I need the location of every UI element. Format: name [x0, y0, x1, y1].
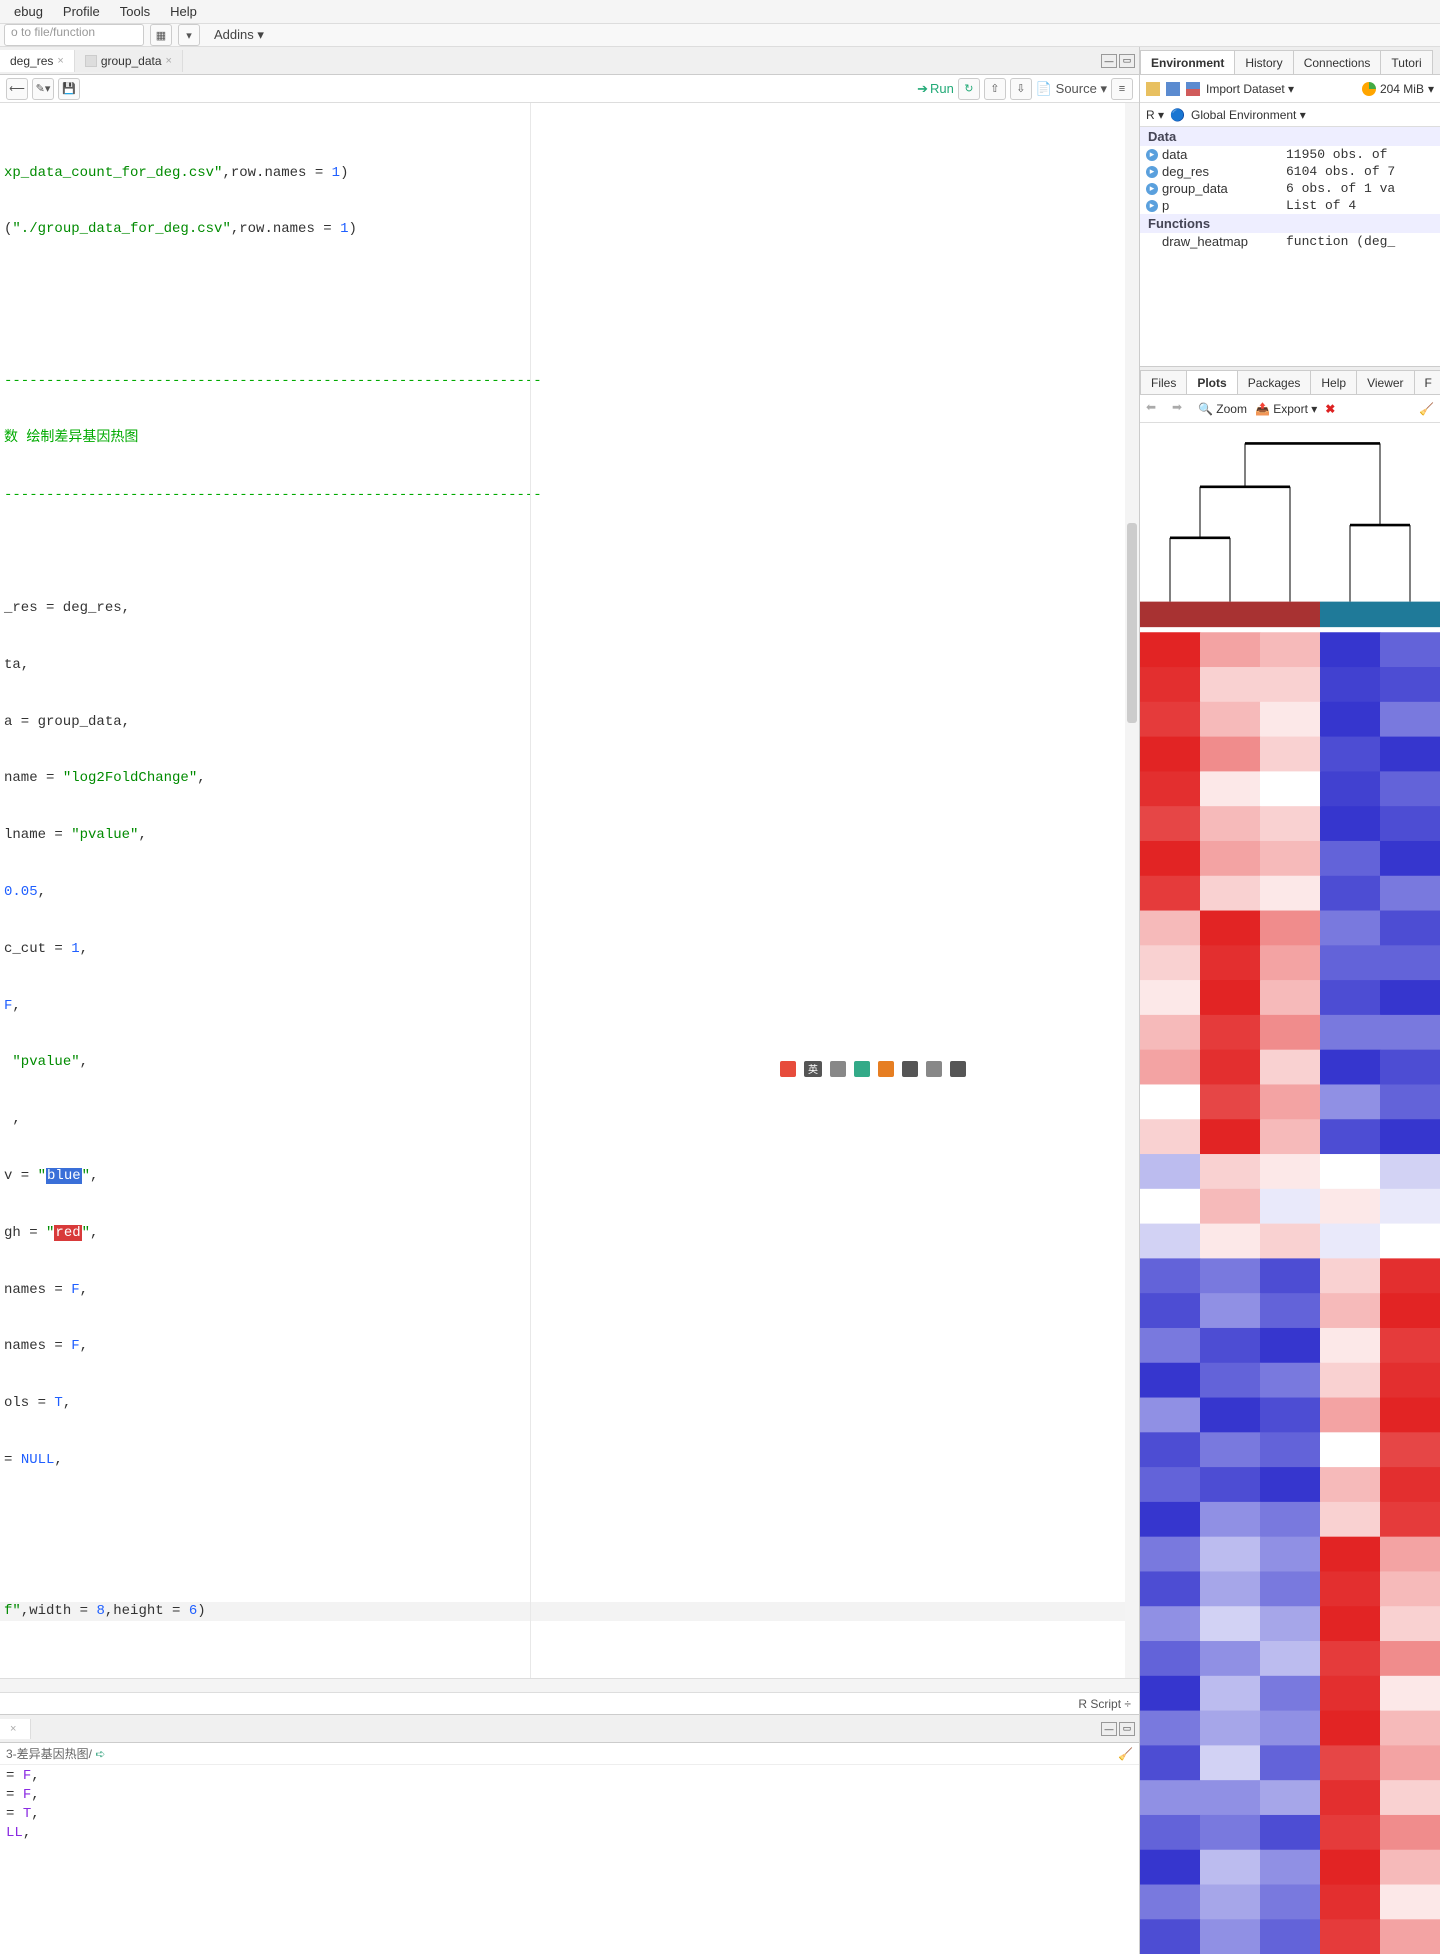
env-row[interactable]: ▸data11950 obs. of — [1140, 146, 1440, 163]
global-env-button[interactable]: Global Environment ▾ — [1191, 108, 1306, 122]
close-icon[interactable]: × — [57, 55, 63, 67]
console-output[interactable]: = F, = F, = T, LL, — [0, 1765, 1139, 1954]
tab-help[interactable]: Help — [1310, 370, 1357, 394]
taskbar-icons: 英 — [780, 1058, 966, 1080]
import-dataset-button[interactable]: Import Dataset ▾ — [1206, 82, 1294, 96]
outline-button[interactable]: ≡ — [1111, 78, 1133, 100]
expand-icon[interactable]: ▸ — [1146, 166, 1158, 178]
env-list: Data ▸data11950 obs. of ▸deg_res6104 obs… — [1140, 127, 1440, 366]
tray-icon[interactable] — [878, 1061, 894, 1077]
tray-icon[interactable] — [830, 1061, 846, 1077]
import-icon — [1186, 82, 1200, 96]
clear-plot-button[interactable]: ✖ — [1325, 402, 1335, 416]
next-plot-button[interactable]: ➡ — [1172, 400, 1190, 418]
editor-tabs: deg_res× group_data× — ▭ — [0, 47, 1139, 75]
env-tabs: Environment History Connections Tutori — [1140, 47, 1440, 75]
env-row[interactable]: draw_heatmapfunction (deg_ — [1140, 233, 1440, 250]
pane-controls: — ▭ — [1101, 54, 1135, 68]
broom-icon[interactable]: 🧹 — [1118, 1747, 1133, 1761]
up-button[interactable]: ⇧ — [984, 78, 1006, 100]
back-button[interactable]: ⟵ — [6, 78, 28, 100]
down-button[interactable]: ⇩ — [1010, 78, 1032, 100]
expand-icon[interactable]: ▸ — [1146, 149, 1158, 161]
close-icon[interactable]: × — [10, 1723, 16, 1735]
source-button[interactable]: 📄 Source ▾ — [1036, 81, 1107, 97]
tab-environment[interactable]: Environment — [1140, 50, 1235, 74]
plot-canvas — [1140, 423, 1440, 1954]
r-scope-button[interactable]: R ▾ — [1146, 108, 1164, 122]
tab-group-data[interactable]: group_data× — [75, 50, 183, 72]
broom-icon[interactable]: 🧹 — [1419, 402, 1434, 416]
tray-icon[interactable] — [950, 1061, 966, 1077]
env-row[interactable]: ▸group_data6 obs. of 1 va — [1140, 180, 1440, 197]
save-icon[interactable] — [1166, 82, 1180, 96]
maximize-pane-icon[interactable]: ▭ — [1119, 54, 1135, 68]
code-editor[interactable]: xp_data_count_for_deg.csv",row.names = 1… — [0, 103, 1139, 1678]
editor-toolbar: ⟵ ✎▾ 💾 ➔ Run ↻ ⇧ ⇩ 📄 Source ▾ ≡ — [0, 75, 1139, 103]
menu-profile[interactable]: Profile — [53, 0, 110, 23]
tab-tutorial[interactable]: Tutori — [1380, 50, 1432, 74]
editor-vscrollbar[interactable] — [1125, 103, 1139, 1678]
table-icon — [85, 55, 97, 67]
run-button[interactable]: ➔ Run — [917, 81, 954, 97]
console-path: 3-差异基因热图/ ➪🧹 — [0, 1743, 1139, 1765]
env-toolbar: Import Dataset ▾ 204 MiB ▾ — [1140, 75, 1440, 103]
prev-plot-button[interactable]: ⬅ — [1146, 400, 1164, 418]
tab-plots[interactable]: Plots — [1186, 370, 1237, 394]
dropdown-button[interactable]: ▾ — [178, 24, 200, 46]
tab-presentation[interactable]: F — [1414, 370, 1440, 394]
pie-icon — [1362, 82, 1376, 96]
wand-icon[interactable]: ✎▾ — [32, 78, 54, 100]
console-pane: × —▭ 3-差异基因热图/ ➪🧹 = F, = F, = T, LL, — [0, 1714, 1139, 1954]
goto-file-input[interactable]: o to file/function — [4, 24, 144, 46]
tab-history[interactable]: History — [1234, 50, 1293, 74]
main-toolbar: o to file/function ▦ ▾ Addins ▾ — [0, 24, 1440, 47]
export-button[interactable]: 📤 Export ▾ — [1255, 402, 1317, 416]
maximize-pane-icon[interactable]: ▭ — [1119, 1722, 1135, 1736]
expand-icon[interactable]: ▸ — [1146, 200, 1158, 212]
menubar: ebug Profile Tools Help — [0, 0, 1440, 24]
plot-toolbar: ⬅ ➡ 🔍 Zoom 📤 Export ▾ ✖ 🧹 — [1140, 395, 1440, 423]
memory-indicator[interactable]: 204 MiB ▾ — [1362, 82, 1434, 96]
margin-ruler — [530, 103, 531, 1678]
ime-label[interactable]: 英 — [804, 1061, 822, 1077]
zoom-button[interactable]: 🔍 Zoom — [1198, 402, 1247, 416]
rerun-button[interactable]: ↻ — [958, 78, 980, 100]
tab-connections[interactable]: Connections — [1293, 50, 1382, 74]
env-row[interactable]: ▸pList of 4 — [1140, 197, 1440, 214]
sogou-icon[interactable] — [780, 1061, 796, 1077]
expand-icon[interactable]: ▸ — [1146, 183, 1158, 195]
tray-icon[interactable] — [854, 1061, 870, 1077]
addins-menu[interactable]: Addins ▾ — [206, 25, 272, 45]
tray-icon[interactable] — [926, 1061, 942, 1077]
minimize-pane-icon[interactable]: — — [1101, 1722, 1117, 1736]
tab-packages[interactable]: Packages — [1237, 370, 1312, 394]
env-header-data: Data — [1140, 127, 1440, 146]
tab-deg-res[interactable]: deg_res× — [0, 50, 75, 72]
menu-debug[interactable]: ebug — [4, 0, 53, 23]
tab-files[interactable]: Files — [1140, 370, 1187, 394]
env-row[interactable]: ▸deg_res6104 obs. of 7 — [1140, 163, 1440, 180]
save-button[interactable]: 💾 — [58, 78, 80, 100]
menu-help[interactable]: Help — [160, 0, 207, 23]
menu-tools[interactable]: Tools — [110, 0, 160, 23]
editor-hscrollbar[interactable] — [0, 1678, 1139, 1692]
env-header-functions: Functions — [1140, 214, 1440, 233]
tab-viewer[interactable]: Viewer — [1356, 370, 1414, 394]
editor-status: R Script ÷ — [0, 1692, 1139, 1714]
env-selector: R ▾ 🔵 Global Environment ▾ — [1140, 103, 1440, 127]
console-tab[interactable]: × — [0, 1719, 31, 1739]
tray-icon[interactable] — [902, 1061, 918, 1077]
grid-view-button[interactable]: ▦ — [150, 24, 172, 46]
minimize-pane-icon[interactable]: — — [1101, 54, 1117, 68]
open-icon[interactable] — [1146, 82, 1160, 96]
plot-tabs: Files Plots Packages Help Viewer F — [1140, 367, 1440, 395]
close-icon[interactable]: × — [166, 55, 172, 67]
